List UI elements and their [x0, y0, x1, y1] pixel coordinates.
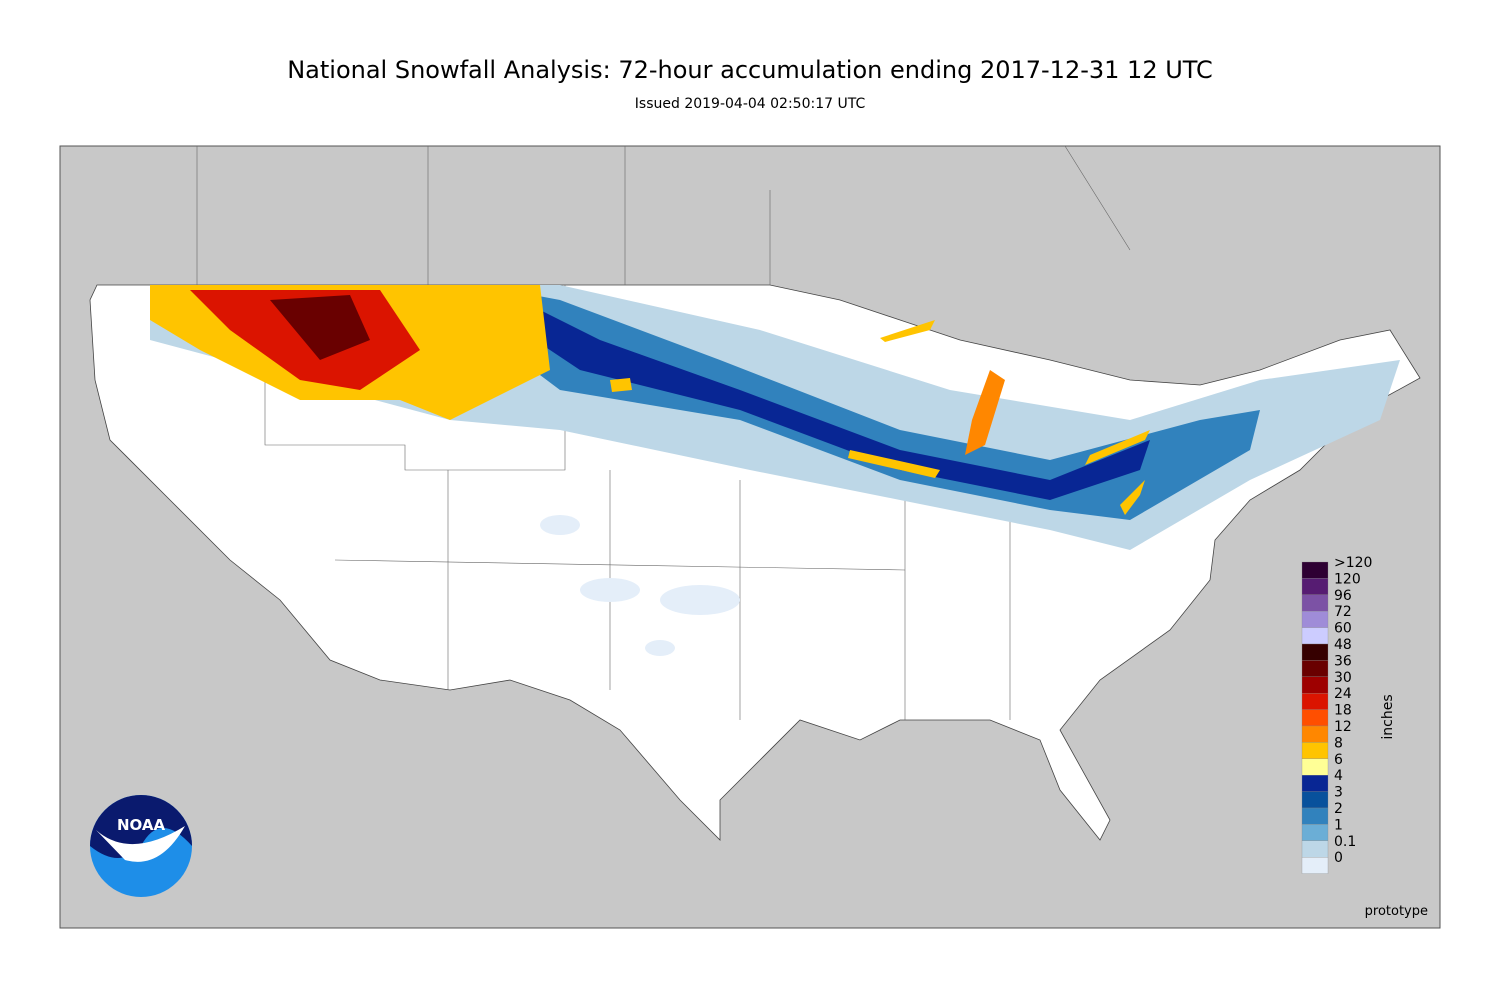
legend-label: 0 — [1334, 850, 1343, 866]
legend-label: 0.1 — [1334, 834, 1356, 850]
map: NOAA >1201209672604836302418128643210.10… — [59, 145, 1441, 929]
legend-swatch — [1301, 660, 1329, 677]
logo: NOAA — [90, 795, 192, 897]
legend-label: 48 — [1334, 637, 1352, 653]
legend-swatch — [1301, 824, 1329, 841]
legend-swatch — [1301, 611, 1329, 628]
legend-label: 2 — [1334, 801, 1343, 817]
legend-swatch — [1301, 840, 1329, 858]
subtitle: Issued 2019-04-04 02:50:17 UTC — [635, 96, 866, 112]
legend-swatch — [1301, 627, 1329, 645]
legend-swatch — [1301, 807, 1329, 825]
legend-label: 96 — [1334, 588, 1352, 604]
legend-label: >120 — [1334, 555, 1372, 571]
legend-swatch — [1301, 725, 1329, 743]
logo-text: NOAA — [117, 816, 166, 834]
snowfall — [150, 285, 1400, 656]
legend-label: 120 — [1334, 571, 1361, 587]
legend-label: 30 — [1334, 670, 1352, 686]
legend-label: 18 — [1334, 703, 1352, 719]
legend-unit: inches — [1380, 694, 1396, 739]
legend-swatch — [1301, 742, 1329, 759]
legend-label: 3 — [1334, 785, 1343, 801]
legend-label: 6 — [1334, 752, 1343, 768]
legend-swatch — [1301, 791, 1329, 809]
legend-swatch — [1301, 857, 1329, 874]
legend-swatch — [1301, 578, 1329, 595]
legend-swatch — [1301, 594, 1329, 612]
legend-label: 4 — [1334, 768, 1343, 784]
legend-swatch — [1301, 709, 1329, 727]
legend-swatch — [1301, 693, 1329, 710]
legend-label: 12 — [1334, 719, 1352, 735]
legend-swatch — [1301, 561, 1329, 579]
legend-swatch — [1301, 676, 1329, 694]
legend-swatch — [1301, 775, 1329, 792]
legend-label: 24 — [1334, 686, 1352, 702]
legend-label: 60 — [1334, 621, 1352, 637]
footer-note: prototype — [1365, 904, 1428, 919]
legend-swatch — [1301, 643, 1329, 661]
legend-swatch — [1301, 758, 1329, 776]
legend-label: 36 — [1334, 653, 1352, 669]
title: National Snowfall Analysis: 72-hour accu… — [287, 56, 1213, 84]
legend-label: 1 — [1334, 817, 1343, 833]
legend-label: 8 — [1334, 735, 1343, 751]
legend-label: 72 — [1334, 604, 1352, 620]
